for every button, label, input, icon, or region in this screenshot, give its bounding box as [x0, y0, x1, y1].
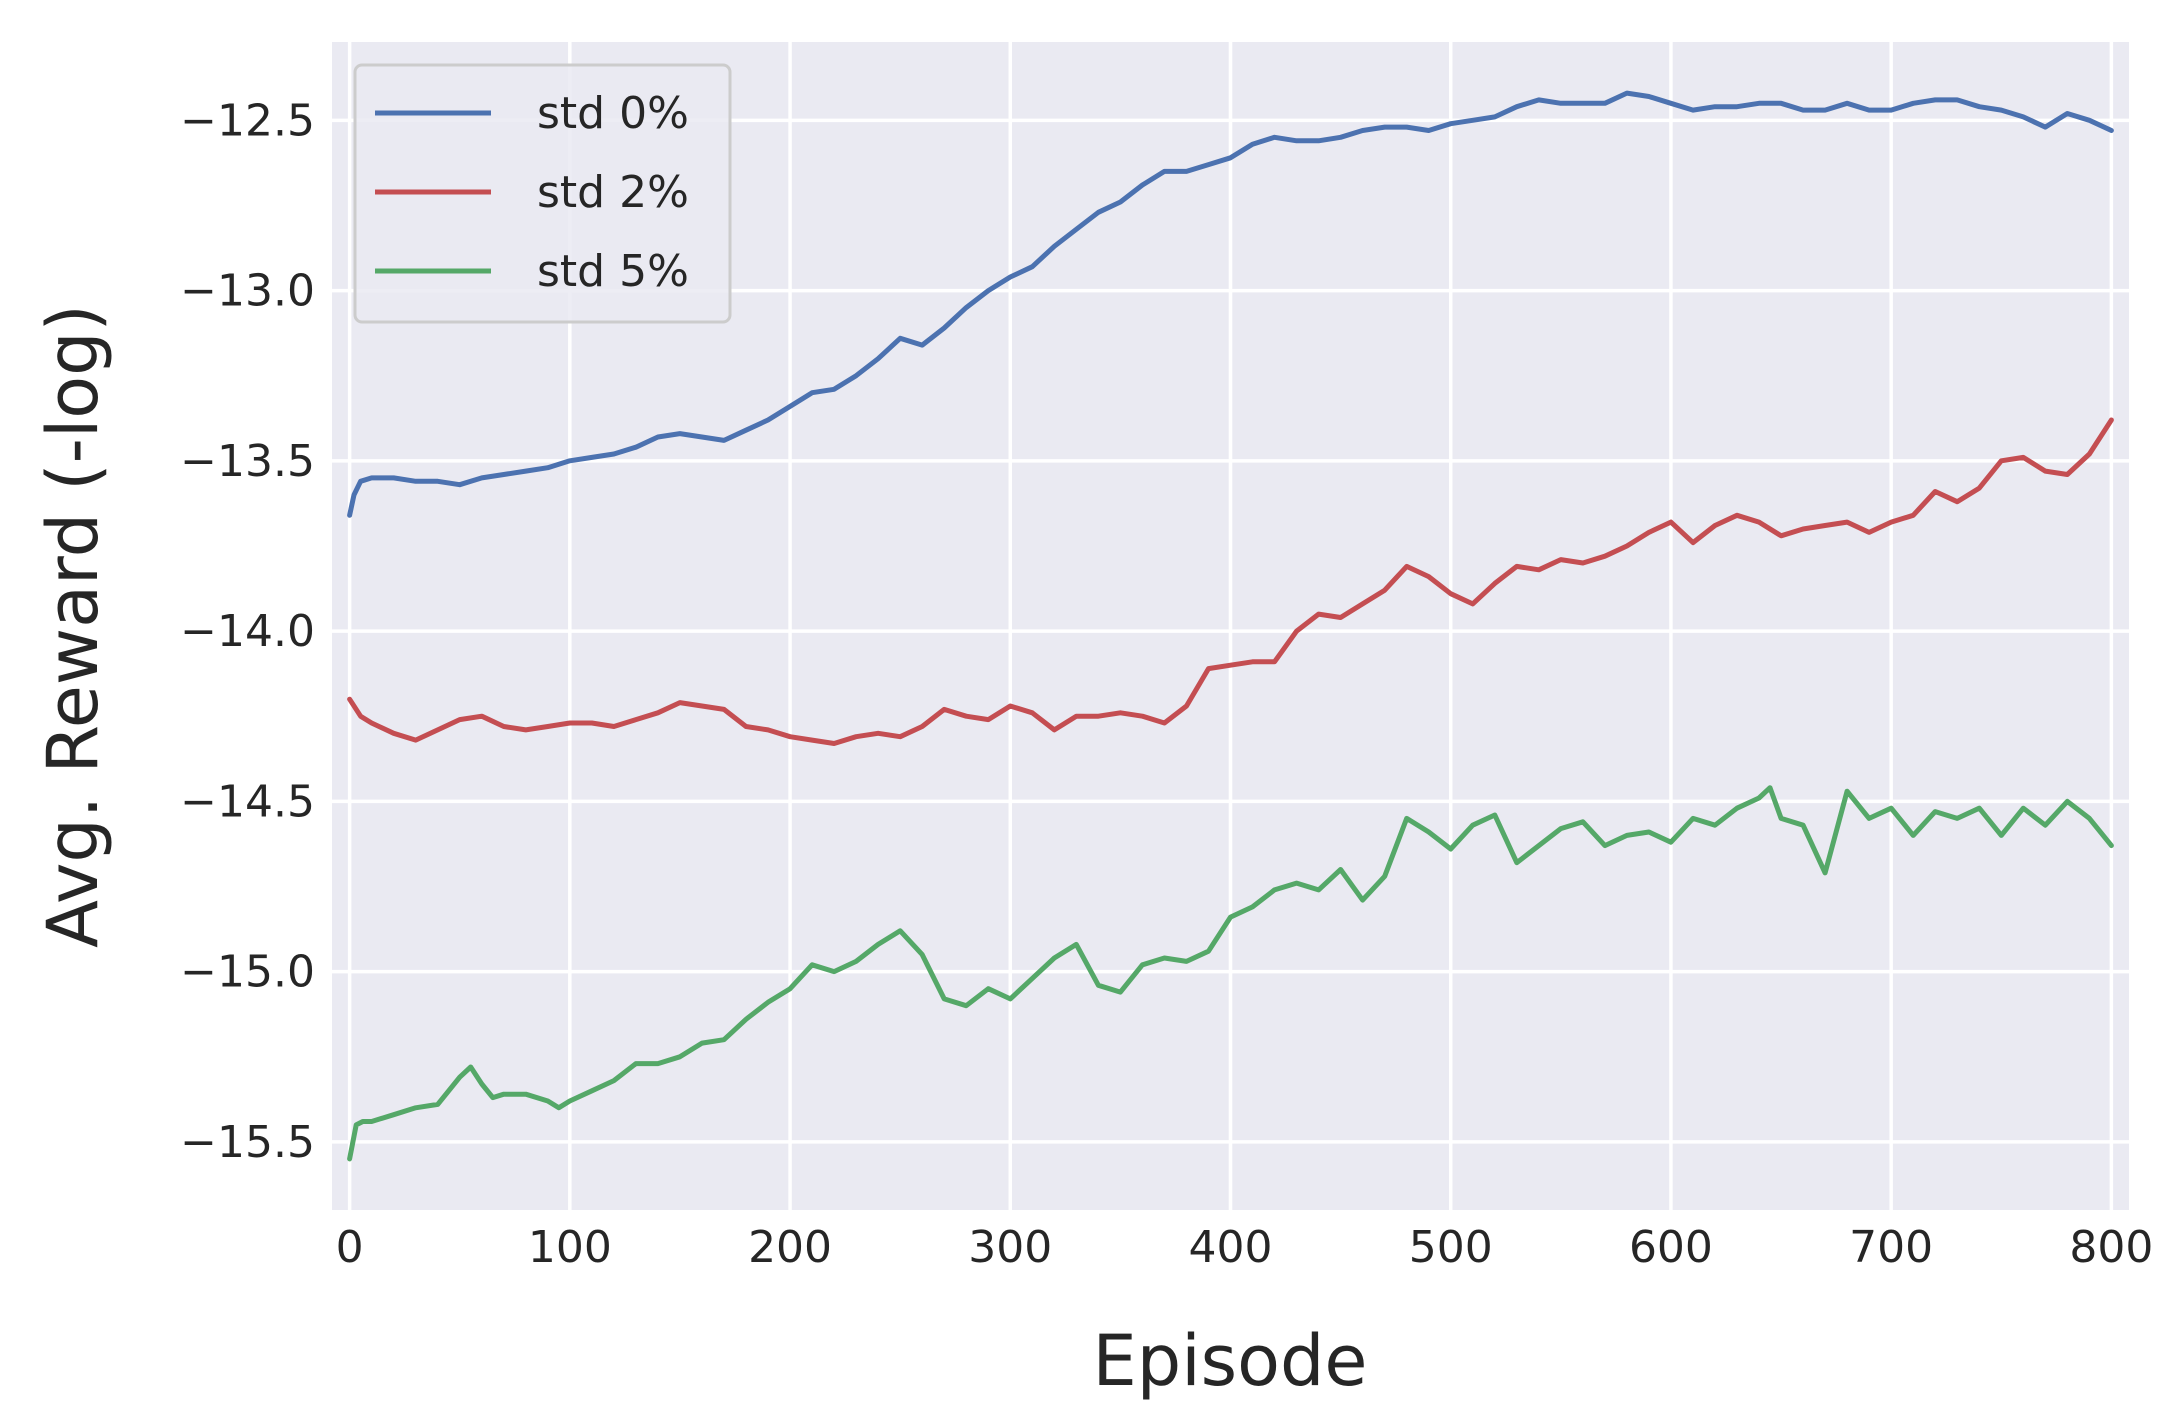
- legend-label-std-2: std 2%: [537, 167, 689, 218]
- series-lines: [347, 90, 2114, 1162]
- x-gridlines: [347, 42, 2114, 1210]
- x-tick-label: 700: [1849, 1222, 1933, 1273]
- x-axis-title: Episode: [1093, 1320, 1368, 1402]
- y-axis-title: Avg. Reward (-log): [32, 304, 114, 948]
- x-tick-label: 600: [1629, 1222, 1713, 1273]
- x-tick-labels: 0 100 200 300 400 500 600 700 800: [336, 1222, 2154, 1273]
- y-tick-label: −15.5: [180, 1117, 315, 1168]
- x-tick-label: 100: [528, 1222, 612, 1273]
- x-tick-label: 200: [748, 1222, 832, 1273]
- series-line-std-0: [347, 90, 2114, 518]
- x-tick-label: 800: [2069, 1222, 2153, 1273]
- x-tick-label: 500: [1409, 1222, 1493, 1273]
- x-tick-label: 300: [968, 1222, 1052, 1273]
- legend-label-std-5: std 5%: [537, 246, 689, 297]
- x-tick-label: 400: [1189, 1222, 1273, 1273]
- y-tick-label: −14.0: [180, 606, 315, 657]
- y-tick-label: −15.0: [180, 947, 315, 998]
- legend-box: [353, 63, 732, 324]
- series-line-std-5: [347, 785, 2114, 1162]
- y-tick-label: −13.5: [180, 436, 315, 487]
- series-line-std-2: [347, 417, 2114, 746]
- y-tick-label: −14.5: [180, 776, 315, 827]
- y-tick-label: −13.0: [180, 266, 315, 317]
- y-tick-label: −12.5: [180, 95, 315, 146]
- x-tick-label: 0: [336, 1222, 364, 1273]
- legend-label-std-0: std 0%: [537, 88, 689, 139]
- y-tick-labels: −12.5 −13.0 −13.5 −14.0 −14.5 −15.0 −15.5: [180, 95, 315, 1168]
- legend: std 0% std 2% std 5%: [353, 63, 732, 324]
